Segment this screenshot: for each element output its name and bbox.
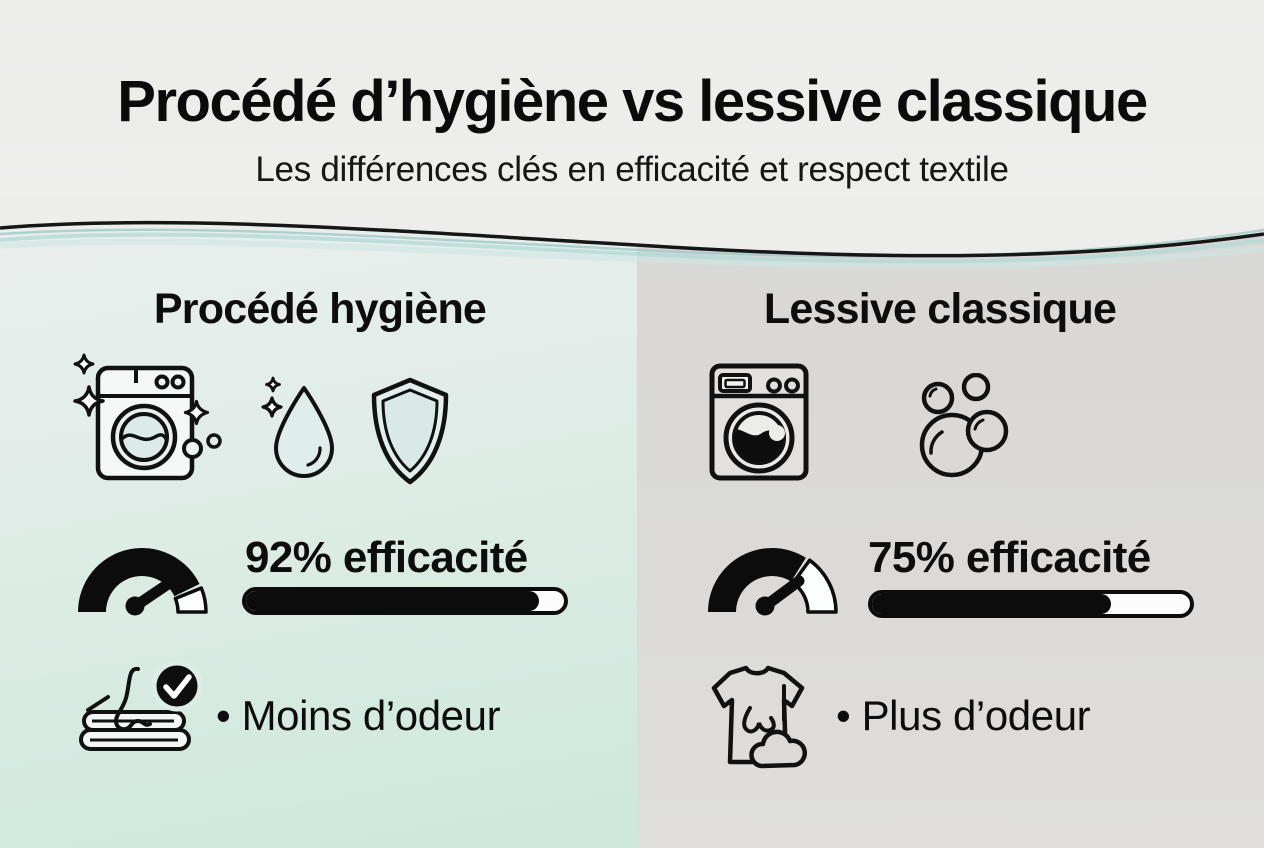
shield-icon [368,376,452,488]
header-band [0,0,1264,212]
speedometer-icon-high [72,534,212,618]
right-point-text: • Plus d’odeur [836,692,1091,739]
right-efficiency-label: 75% efficacité [868,533,1151,582]
page-title: Procédé d’hygiène vs lessive classique [117,69,1148,134]
right-column-title: Lessive classique [763,285,1117,333]
right-efficiency-bar [868,590,1194,618]
left-point-text: • Moins d’odeur [216,692,501,739]
fresh-towel-check-icon [76,652,202,770]
speedometer-icon-mid [702,534,842,618]
sparkling-washing-machine-icon [70,350,225,485]
left-efficiency-label: 92% efficacité [245,533,528,582]
water-drop-icon [248,376,338,480]
washing-machine-icon [708,362,810,482]
left-column-title: Procédé hygiène [153,285,487,333]
smelly-tshirt-icon [704,658,814,770]
page-subtitle: Les différences clés en efficacité et re… [255,150,1009,189]
left-efficiency-bar-fill [246,591,539,611]
soap-bubbles-icon [914,373,1014,479]
right-panel-classic [637,210,1264,848]
left-efficiency-bar [242,587,568,615]
right-efficiency-bar-fill [872,594,1111,614]
